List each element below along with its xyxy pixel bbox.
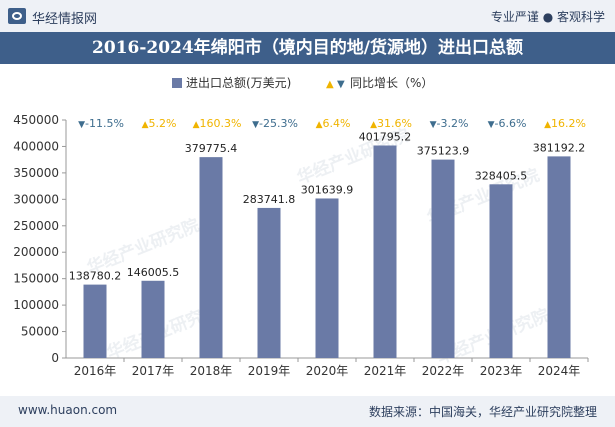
legend-up-triangle-icon: ▲ (326, 79, 334, 90)
value-label: 138780.2 (69, 270, 122, 283)
y-tick-label: 400000 (13, 139, 59, 153)
up-triangle-icon: ▲ (316, 120, 323, 130)
top-header: 华经情报网 专业严谨 ● 客观科学 (0, 0, 615, 32)
growth-value: 16.2% (551, 117, 586, 130)
site-name: 华经情报网 (32, 12, 98, 27)
growth-label: ▲31.6% (370, 117, 412, 130)
bar (373, 145, 397, 358)
x-tick-label: 2016年 (74, 364, 117, 378)
y-tick-label: 50000 (21, 325, 59, 339)
x-tick-label: 2023年 (480, 364, 523, 378)
legend-series-label: 进出口总额(万美元) (186, 76, 291, 90)
down-triangle-icon: ▼ (430, 120, 437, 130)
growth-label: ▲6.4% (316, 117, 351, 130)
value-label: 379775.4 (185, 142, 238, 155)
value-label: 146005.5 (127, 266, 180, 279)
bar (257, 207, 281, 358)
y-tick-label: 150000 (13, 272, 59, 286)
growth-label: ▲5.2% (142, 117, 177, 130)
value-label: 401795.2 (359, 130, 412, 143)
x-tick-label: 2021年 (364, 364, 407, 378)
x-tick-label: 2019年 (248, 364, 291, 378)
bar (315, 198, 339, 358)
bar (489, 184, 513, 358)
growth-label: ▼-25.3% (252, 117, 298, 130)
y-tick-label: 450000 (13, 113, 59, 127)
y-tick-label: 350000 (13, 166, 59, 180)
growth-value: 31.6% (377, 117, 412, 130)
website-url[interactable]: www.huaon.com (18, 403, 118, 417)
site-tagline: 专业严谨 ● 客观科学 (490, 10, 605, 24)
legend-growth-label: 同比增长（%） (350, 76, 433, 90)
bar (431, 159, 455, 358)
y-tick-label: 100000 (13, 298, 59, 312)
value-label: 375123.9 (417, 145, 470, 158)
up-triangle-icon: ▲ (544, 120, 551, 130)
x-tick-label: 2024年 (538, 364, 581, 378)
x-tick-label: 2018年 (190, 364, 233, 378)
x-tick-label: 2017年 (132, 364, 175, 378)
up-triangle-icon: ▲ (142, 120, 149, 130)
y-tick-label: 250000 (13, 219, 59, 233)
bar-chart: 华经产业研究院华经产业研究院华经产业研究院华经产业研究院华经产业研究院 进出口总… (13, 76, 589, 378)
up-triangle-icon: ▲ (370, 120, 377, 130)
x-tick-label: 2022年 (422, 364, 465, 378)
growth-value: -3.2% (437, 117, 469, 130)
growth-value: 6.4% (322, 117, 350, 130)
huajing-logo-icon (8, 8, 26, 24)
growth-value: -11.5% (85, 117, 124, 130)
growth-label: ▼-3.2% (430, 117, 469, 130)
value-label: 283741.8 (243, 193, 296, 206)
chart-title-bar: 2016-2024年绵阳市（境内目的地/货源地）进出口总额 (0, 32, 615, 64)
value-label: 301639.9 (301, 183, 354, 196)
chart-title: 2016-2024年绵阳市（境内目的地/货源地）进出口总额 (92, 38, 523, 58)
legend-down-triangle-icon: ▼ (337, 79, 345, 90)
chart-labels: 2016年138780.2▼-11.5%2017年146005.5▲5.2%20… (69, 117, 586, 378)
growth-label: ▲16.2% (544, 117, 586, 130)
growth-value: 160.3% (199, 117, 241, 130)
y-tick-label: 200000 (13, 245, 59, 259)
value-label: 381192.2 (533, 141, 586, 154)
value-label: 328405.5 (475, 169, 528, 182)
bottom-footer: www.huaon.com 数据来源：中国海关，华经产业研究院整理 (0, 396, 615, 427)
growth-label: ▼-6.6% (488, 117, 527, 130)
growth-value: -6.6% (495, 117, 527, 130)
growth-label: ▼-11.5% (78, 117, 124, 130)
x-tick-label: 2020年 (306, 364, 349, 378)
bar (83, 284, 107, 358)
up-triangle-icon: ▲ (193, 120, 200, 130)
down-triangle-icon: ▼ (252, 120, 259, 130)
y-tick-label: 300000 (13, 192, 59, 206)
growth-value: -25.3% (259, 117, 298, 130)
y-tick-label: 0 (51, 351, 59, 365)
chart-legend: 进出口总额(万美元) ▲ ▼ 同比增长（%） (172, 76, 433, 90)
bar (141, 280, 165, 358)
down-triangle-icon: ▼ (78, 120, 85, 130)
legend-bar-swatch (172, 78, 182, 88)
bar (547, 156, 571, 358)
growth-value: 5.2% (148, 117, 176, 130)
down-triangle-icon: ▼ (488, 120, 495, 130)
bar (199, 157, 223, 358)
chart-bars (83, 145, 571, 358)
growth-label: ▲160.3% (193, 117, 242, 130)
data-source: 数据来源：中国海关，华经产业研究院整理 (368, 405, 597, 419)
